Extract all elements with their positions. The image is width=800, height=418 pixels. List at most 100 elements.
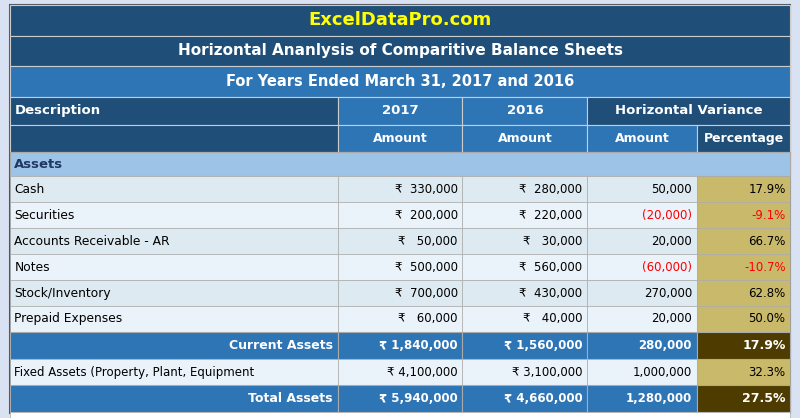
FancyBboxPatch shape (587, 280, 697, 306)
Text: ₹ 4,660,000: ₹ 4,660,000 (504, 392, 582, 405)
Text: 17.9%: 17.9% (748, 183, 786, 196)
Text: Horizontal Variance: Horizontal Variance (615, 104, 762, 117)
FancyBboxPatch shape (697, 125, 790, 152)
FancyBboxPatch shape (462, 332, 587, 359)
Text: Percentage: Percentage (703, 132, 784, 145)
FancyBboxPatch shape (587, 254, 697, 280)
Text: 66.7%: 66.7% (748, 234, 786, 248)
FancyBboxPatch shape (697, 385, 790, 412)
FancyBboxPatch shape (587, 332, 697, 359)
Text: ₹ 4,100,000: ₹ 4,100,000 (387, 365, 458, 379)
FancyBboxPatch shape (587, 385, 697, 412)
FancyBboxPatch shape (10, 97, 338, 125)
FancyBboxPatch shape (587, 97, 790, 125)
Text: 1,000,000: 1,000,000 (633, 365, 692, 379)
FancyBboxPatch shape (587, 176, 697, 202)
FancyBboxPatch shape (10, 5, 790, 36)
Text: -9.1%: -9.1% (751, 209, 786, 222)
Text: Cash: Cash (14, 183, 45, 196)
FancyBboxPatch shape (462, 359, 587, 385)
Text: ₹  700,000: ₹ 700,000 (394, 286, 458, 300)
Text: ₹  330,000: ₹ 330,000 (394, 183, 458, 196)
Text: 32.3%: 32.3% (749, 365, 786, 379)
Text: Prepaid Expenses: Prepaid Expenses (14, 312, 122, 326)
FancyBboxPatch shape (338, 125, 462, 152)
FancyBboxPatch shape (10, 359, 338, 385)
FancyBboxPatch shape (338, 228, 462, 254)
Text: ₹   40,000: ₹ 40,000 (523, 312, 582, 326)
Text: Amount: Amount (373, 132, 427, 145)
Text: 20,000: 20,000 (651, 312, 692, 326)
Text: Fixed Assets (Property, Plant, Equipment: Fixed Assets (Property, Plant, Equipment (14, 365, 254, 379)
Text: Accounts Receivable - AR: Accounts Receivable - AR (14, 234, 170, 248)
Text: ₹ 5,940,000: ₹ 5,940,000 (379, 392, 458, 405)
Text: Current Assets: Current Assets (229, 339, 333, 352)
FancyBboxPatch shape (462, 202, 587, 228)
FancyBboxPatch shape (338, 254, 462, 280)
Text: ExcelDataPro.com: ExcelDataPro.com (308, 11, 492, 29)
FancyBboxPatch shape (10, 5, 790, 413)
Text: 50.0%: 50.0% (749, 312, 786, 326)
Text: 62.8%: 62.8% (748, 286, 786, 300)
FancyBboxPatch shape (338, 202, 462, 228)
FancyBboxPatch shape (697, 202, 790, 228)
FancyBboxPatch shape (697, 228, 790, 254)
FancyBboxPatch shape (10, 125, 338, 152)
Text: Amount: Amount (498, 132, 552, 145)
FancyBboxPatch shape (587, 306, 697, 332)
Text: (20,000): (20,000) (642, 209, 692, 222)
Text: Stock/Inventory: Stock/Inventory (14, 286, 111, 300)
Text: 17.9%: 17.9% (742, 339, 786, 352)
FancyBboxPatch shape (338, 306, 462, 332)
Text: For Years Ended March 31, 2017 and 2016: For Years Ended March 31, 2017 and 2016 (226, 74, 574, 89)
FancyBboxPatch shape (587, 359, 697, 385)
Text: ₹ 1,840,000: ₹ 1,840,000 (379, 339, 458, 352)
Text: Total Assets: Total Assets (248, 392, 333, 405)
FancyBboxPatch shape (697, 280, 790, 306)
Text: ₹   30,000: ₹ 30,000 (523, 234, 582, 248)
Text: 27.5%: 27.5% (742, 392, 786, 405)
FancyBboxPatch shape (10, 152, 790, 176)
FancyBboxPatch shape (10, 254, 338, 280)
FancyBboxPatch shape (10, 228, 338, 254)
Text: ₹  280,000: ₹ 280,000 (519, 183, 582, 196)
FancyBboxPatch shape (587, 202, 697, 228)
FancyBboxPatch shape (10, 176, 338, 202)
FancyBboxPatch shape (697, 332, 790, 359)
FancyBboxPatch shape (462, 125, 587, 152)
FancyBboxPatch shape (462, 228, 587, 254)
FancyBboxPatch shape (697, 254, 790, 280)
Text: Notes: Notes (14, 260, 50, 274)
FancyBboxPatch shape (10, 36, 790, 66)
Text: Amount: Amount (614, 132, 670, 145)
Text: -10.7%: -10.7% (744, 260, 786, 274)
FancyBboxPatch shape (338, 385, 462, 412)
FancyBboxPatch shape (338, 176, 462, 202)
Text: 20,000: 20,000 (651, 234, 692, 248)
Text: ₹   60,000: ₹ 60,000 (398, 312, 458, 326)
Text: ₹ 1,560,000: ₹ 1,560,000 (504, 339, 582, 352)
FancyBboxPatch shape (10, 412, 790, 418)
Text: 2017: 2017 (382, 104, 418, 117)
FancyBboxPatch shape (338, 280, 462, 306)
FancyBboxPatch shape (338, 332, 462, 359)
FancyBboxPatch shape (338, 97, 462, 125)
Text: ₹  220,000: ₹ 220,000 (519, 209, 582, 222)
Text: 2016: 2016 (506, 104, 543, 117)
FancyBboxPatch shape (462, 176, 587, 202)
Text: 280,000: 280,000 (638, 339, 692, 352)
FancyBboxPatch shape (587, 228, 697, 254)
FancyBboxPatch shape (462, 97, 587, 125)
FancyBboxPatch shape (10, 66, 790, 97)
Text: Description: Description (14, 104, 101, 117)
Text: (60,000): (60,000) (642, 260, 692, 274)
Text: Assets: Assets (14, 158, 63, 171)
FancyBboxPatch shape (10, 306, 338, 332)
FancyBboxPatch shape (10, 385, 338, 412)
FancyBboxPatch shape (10, 202, 338, 228)
Text: ₹   50,000: ₹ 50,000 (398, 234, 458, 248)
Text: Securities: Securities (14, 209, 74, 222)
Text: Horizontal Ananlysis of Comparitive Balance Sheets: Horizontal Ananlysis of Comparitive Bala… (178, 43, 622, 58)
FancyBboxPatch shape (462, 280, 587, 306)
Text: ₹  200,000: ₹ 200,000 (394, 209, 458, 222)
